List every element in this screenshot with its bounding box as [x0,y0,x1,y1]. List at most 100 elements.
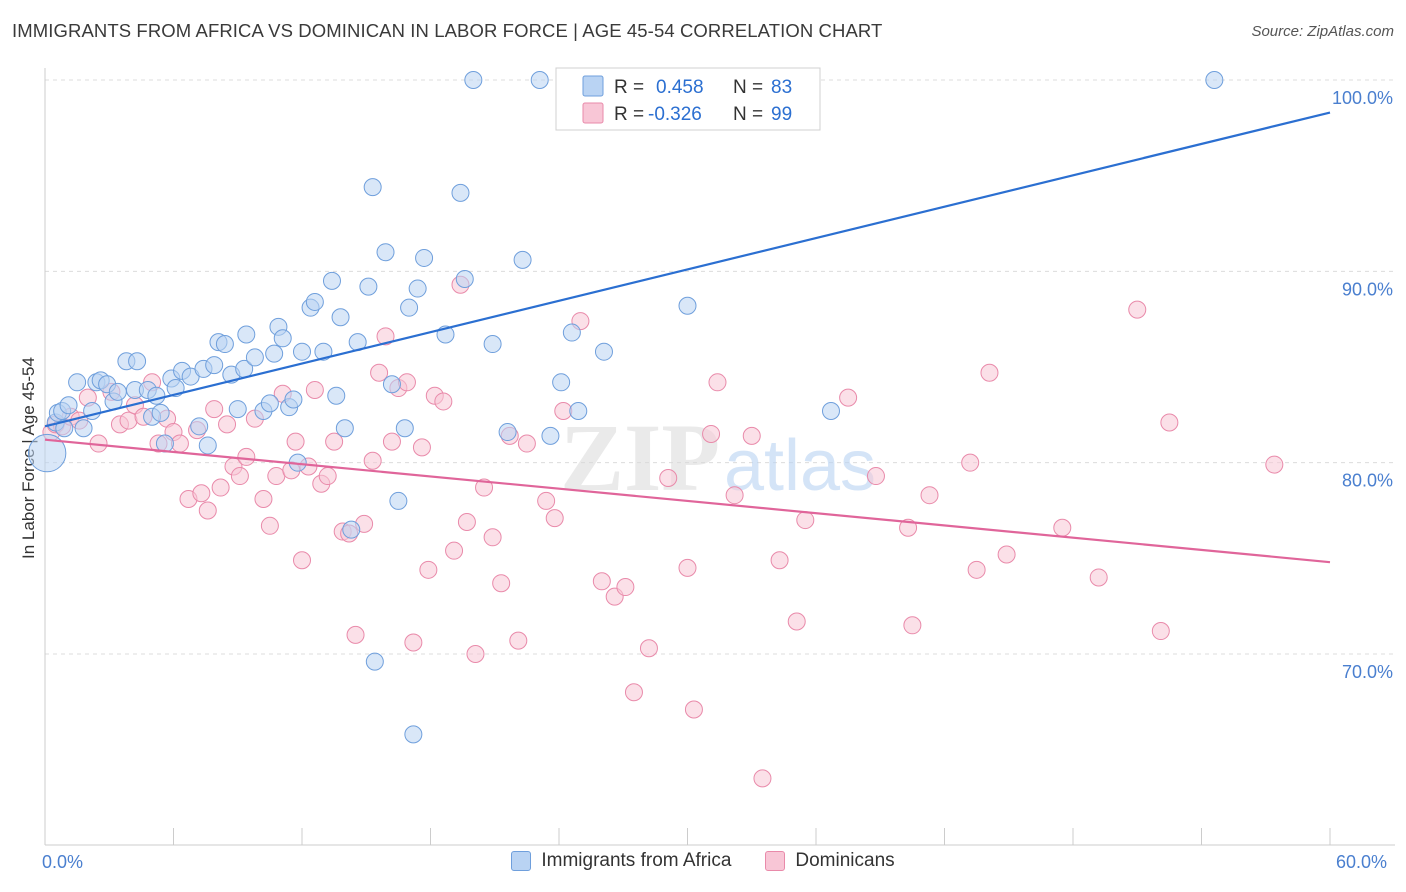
africa-point [284,390,303,409]
dominican-point [230,467,249,486]
africa-point [265,344,284,363]
dominican-point [457,512,476,531]
dominican-point [725,486,744,505]
africa-point [363,178,382,197]
dominican-point [624,683,643,702]
trend-lines [44,111,1331,564]
africa-point [552,373,571,392]
africa-point [198,436,217,455]
africa-point [27,433,67,473]
africa-point [108,382,127,401]
dominican-point [616,578,635,597]
africa-point [55,419,74,438]
africa-point [821,402,840,421]
africa-point [342,520,361,539]
dominican-point [119,411,138,430]
africa-point [305,292,324,311]
dominican-point [980,363,999,382]
africa-point [260,394,279,413]
dominican-point [592,572,611,591]
dominican-point [412,438,431,457]
dominican-point [1160,413,1179,432]
africa-point [314,342,333,361]
africa-point [331,308,350,327]
series-dominicans [42,275,1284,788]
africa-point [273,329,292,348]
africa-point [327,386,346,405]
dominican-point [404,633,423,652]
dominican-point [397,373,416,392]
watermark: ZIP atlas [560,404,876,511]
dominican-point [370,363,389,382]
dominican-point [787,612,806,631]
africa-point [451,183,470,202]
dominican-point [192,484,211,503]
legend-swatch-africa [511,851,532,871]
series-immigrants-from-africa [27,71,1224,744]
africa-point [498,423,517,442]
dominican-point [376,327,395,346]
dominican-point [445,541,464,560]
legend-label-africa: Immigrants from Africa [541,850,732,871]
africa-point [1205,71,1224,89]
dominican-point [254,490,273,509]
dominican-point [198,501,217,520]
legend-n-label-2: N = [733,104,763,125]
dominican-point [554,402,573,421]
legend-r-value-1: 0.458 [656,77,704,98]
dominican-point [492,574,511,593]
dominican-point [702,424,721,443]
y-tick-label-70: 70.0% [1342,662,1393,682]
x-tick-label-max: 60.0% [1336,852,1388,872]
dominican-point [1151,622,1170,641]
dominican-point [267,467,286,486]
africa-point [395,419,414,438]
africa-point [293,342,311,361]
africa-point [359,277,378,296]
legend-swatch-dominicans [765,851,786,871]
correlation-legend: R = 0.458 N = 83 R = -0.326 N = 99 [555,67,821,131]
africa-point [237,325,256,344]
x-tick-label-min: 0.0% [42,852,84,872]
africa-point [322,271,341,290]
y-tick-labels: 70.0% 80.0% 90.0% 100.0% [1332,88,1393,682]
source-label: Source: ZipAtlas.com [1251,23,1394,40]
dominican-point [742,426,761,445]
africa-point [415,248,434,267]
legend-label-dominicans: Dominicans [795,850,895,871]
africa-point [382,375,401,394]
legend-r-label-1: R = [614,77,644,98]
africa-point [59,396,78,415]
africa-point [541,426,560,445]
africa-point [335,419,354,438]
legend-item-dominicans: Dominicans [765,850,895,872]
dominican-point [475,478,494,497]
dominican-point [434,392,453,411]
dominican-point [659,468,678,487]
africa-point [74,419,93,438]
chart-title: IMMIGRANTS FROM AFRICA VS DOMINICAN IN L… [12,20,883,41]
dominican-point [170,434,189,453]
watermark-zip: ZIP [560,404,720,511]
dominican-point [305,380,324,399]
africa-point [376,243,395,262]
africa-point [678,296,697,315]
africa-point [365,652,384,671]
africa-point [404,725,423,744]
africa-point [464,71,483,89]
y-tick-label-90: 90.0% [1342,279,1393,299]
africa-point [455,269,474,288]
dominican-point [205,400,224,419]
series-legend: Immigrants from Africa Dominicans [0,850,1406,872]
legend-swatch-blue [582,75,604,97]
legend-n-value-1: 83 [771,77,792,98]
dominican-point [517,434,536,453]
africa-point [513,250,532,269]
dominican-point [1089,568,1108,587]
dominican-point [211,478,230,497]
dominican-point [839,388,858,407]
dominican-point [509,631,528,650]
legend-swatch-pink [582,102,604,124]
trend-line-dominicans [44,438,1331,564]
